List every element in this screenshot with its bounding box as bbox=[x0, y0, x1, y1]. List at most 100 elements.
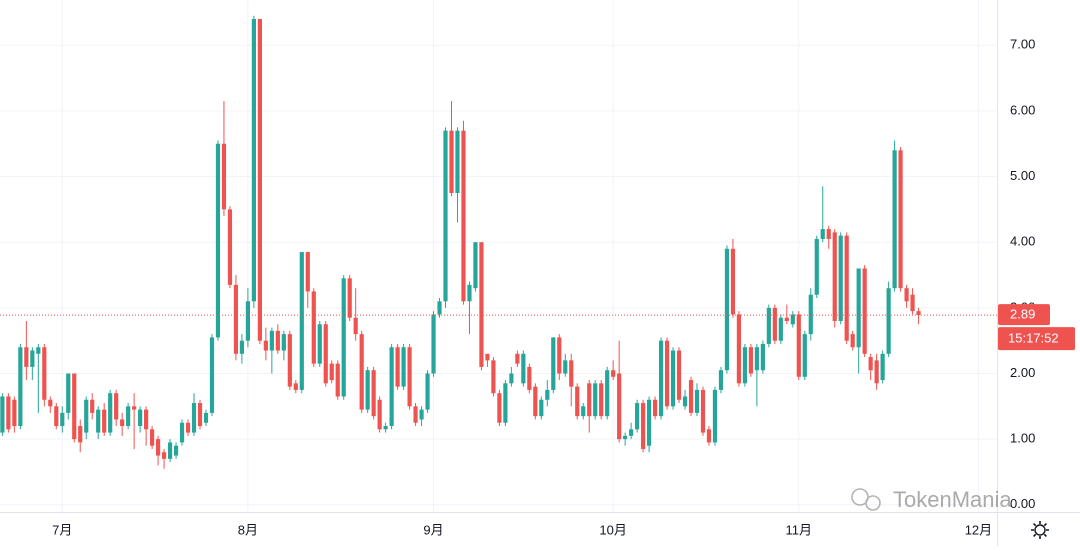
last-price-label: 2.89 bbox=[1010, 307, 1035, 322]
candle-body bbox=[802, 334, 807, 377]
candle-body bbox=[688, 380, 694, 413]
candle-body bbox=[287, 334, 292, 387]
candle-body bbox=[102, 409, 107, 433]
candle-body bbox=[209, 337, 215, 413]
candle-body bbox=[844, 235, 849, 341]
x-tick-label: 9月 bbox=[423, 522, 443, 537]
candle-body bbox=[395, 347, 400, 387]
candle-body bbox=[664, 340, 670, 407]
candle-body bbox=[72, 373, 77, 440]
candle-body bbox=[718, 370, 724, 390]
candle-body bbox=[167, 442, 173, 459]
candle-body bbox=[832, 232, 837, 321]
candle-body bbox=[874, 360, 879, 384]
candle-body bbox=[251, 19, 256, 302]
candle-body bbox=[407, 347, 412, 407]
candle-body bbox=[545, 389, 550, 400]
candle-body bbox=[245, 301, 250, 341]
candle-body bbox=[910, 294, 915, 312]
candle-body bbox=[431, 314, 436, 374]
candle-body bbox=[509, 373, 514, 384]
watermark: TokenMania bbox=[851, 487, 1012, 512]
candle-body bbox=[479, 242, 484, 367]
watermark-text: TokenMania bbox=[893, 487, 1012, 512]
candle-body bbox=[838, 235, 843, 321]
candle-body bbox=[521, 353, 526, 384]
candle-body bbox=[36, 347, 41, 354]
last-price-box bbox=[998, 304, 1050, 326]
y-tick-label: 2.00 bbox=[1010, 365, 1035, 380]
candle-body bbox=[317, 324, 322, 364]
candle-body bbox=[401, 347, 406, 387]
y-tick-label: 7.00 bbox=[1010, 37, 1035, 52]
candle-body bbox=[826, 229, 831, 239]
candle-body bbox=[437, 301, 442, 315]
candle-body bbox=[473, 242, 478, 289]
candles bbox=[0, 15, 997, 469]
candle-body bbox=[778, 317, 783, 341]
y-tick-label: 5.00 bbox=[1010, 168, 1035, 183]
candle-body bbox=[491, 360, 496, 394]
settings-button[interactable] bbox=[1031, 521, 1049, 539]
candle-body bbox=[641, 403, 646, 449]
candle-body bbox=[443, 130, 448, 302]
candle-body bbox=[377, 399, 382, 430]
candle-body bbox=[533, 386, 538, 417]
axis-labels: 0.001.002.003.004.005.006.007.007月8月9月10… bbox=[52, 37, 1075, 537]
candle-body bbox=[191, 403, 197, 433]
candle-body bbox=[736, 314, 742, 384]
candle-body bbox=[329, 363, 334, 381]
candle-body bbox=[497, 393, 502, 423]
candle-body bbox=[503, 383, 508, 423]
candle-body bbox=[880, 353, 885, 381]
watermark-icon bbox=[851, 488, 869, 506]
candle-body bbox=[341, 278, 346, 397]
candle-body bbox=[700, 389, 706, 433]
candle-body bbox=[898, 150, 903, 289]
candle-body bbox=[275, 330, 280, 351]
candle-body bbox=[748, 347, 753, 374]
x-tick-label: 11月 bbox=[786, 522, 813, 537]
candle-body bbox=[96, 409, 101, 433]
candle-body bbox=[772, 307, 777, 341]
candle-body bbox=[862, 268, 867, 354]
candle-body bbox=[371, 370, 376, 417]
candle-body bbox=[66, 373, 71, 413]
candle-body bbox=[132, 406, 137, 410]
candle-body bbox=[856, 268, 861, 348]
candle-body bbox=[18, 347, 23, 427]
candle-body bbox=[263, 340, 268, 351]
gear-teeth[interactable] bbox=[1031, 521, 1049, 539]
candle-body bbox=[617, 373, 622, 440]
candle-body bbox=[173, 445, 179, 456]
candle-body bbox=[60, 412, 65, 427]
candle-body bbox=[455, 130, 460, 193]
countdown-label: 15:17:52 bbox=[1008, 331, 1059, 346]
candle-body bbox=[916, 311, 921, 316]
candle-body bbox=[658, 340, 664, 417]
candle-body bbox=[120, 419, 125, 427]
candle-body bbox=[527, 366, 532, 390]
candle-body bbox=[467, 284, 472, 302]
candle-body bbox=[868, 357, 873, 371]
candle-body bbox=[593, 383, 598, 417]
candle-body bbox=[126, 406, 131, 427]
candle-body bbox=[605, 370, 610, 417]
candle-body bbox=[730, 248, 736, 315]
gear-icon[interactable] bbox=[1034, 524, 1046, 536]
candle-body bbox=[24, 347, 29, 367]
candle-body bbox=[886, 288, 891, 354]
candle-body bbox=[389, 347, 394, 427]
candle-body bbox=[203, 412, 209, 423]
candle-body bbox=[676, 350, 682, 400]
candle-body bbox=[629, 429, 634, 436]
candle-body bbox=[48, 399, 53, 407]
candle-body bbox=[335, 363, 340, 397]
candle-body bbox=[281, 334, 286, 351]
candle-body bbox=[257, 19, 262, 341]
candle-body bbox=[413, 406, 418, 423]
candle-body bbox=[892, 150, 897, 289]
candle-body bbox=[144, 409, 149, 430]
